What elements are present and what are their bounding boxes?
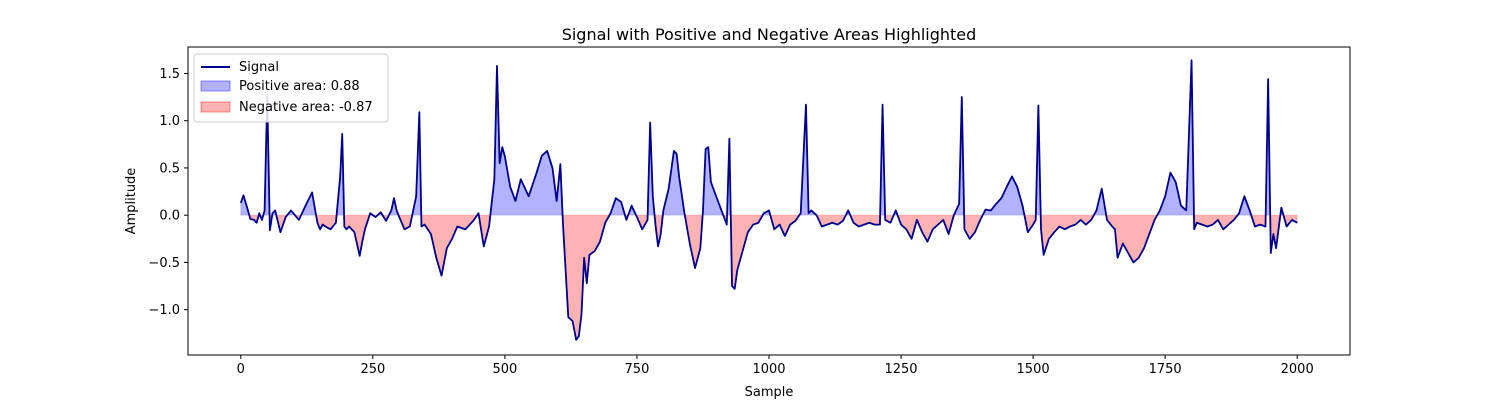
negative-area-13: [343, 214, 371, 256]
x-tick-label-2: 500: [492, 362, 517, 377]
y-tick-label-5: 1.5: [159, 67, 180, 82]
x-axis-ticks: 0 250 500 750 1000 1250 1500 1750 2000: [237, 355, 1314, 377]
x-tick-label-6: 1500: [1017, 362, 1050, 377]
negative-area-53: [1040, 214, 1095, 256]
negative-area-39: [769, 214, 801, 238]
y-tick-label-0: −1.0: [148, 303, 180, 318]
x-tick-label-8: 2000: [1281, 362, 1314, 377]
y-tick-label-4: 1.0: [159, 114, 180, 129]
y-tick-label-3: 0.5: [159, 161, 180, 176]
legend-negative-swatch: [200, 101, 231, 113]
signal-line: [239, 59, 1298, 341]
legend: Signal Positive area: 0.88 Negative area…: [193, 53, 389, 123]
x-tick-label-0: 0: [237, 362, 245, 377]
legend-positive-swatch: [200, 80, 231, 92]
legend-negative-label: Negative area: -0.87: [239, 100, 373, 115]
y-axis-label: Amplitude: [124, 168, 139, 235]
x-tick-label-5: 1250: [884, 362, 917, 377]
x-tick-label-1: 250: [360, 362, 385, 377]
x-tick-label-4: 1000: [752, 362, 785, 377]
legend-signal-label: Signal: [239, 60, 279, 75]
y-tick-label-1: −0.5: [148, 256, 180, 271]
x-tick-label-3: 750: [625, 362, 650, 377]
positive-area-32: [662, 149, 686, 216]
legend-box: [193, 53, 389, 123]
x-axis-label: Sample: [745, 385, 794, 400]
negative-area-55: [1105, 214, 1159, 264]
x-tick-label-7: 1750: [1149, 362, 1182, 377]
chart-title: Signal with Positive and Negative Areas …: [562, 25, 977, 44]
legend-positive-label: Positive area: 0.88: [239, 79, 360, 94]
y-axis-ticks: −1.0 −0.5 0.0 0.5 1.0 1.5: [148, 67, 188, 318]
y-tick-label-2: 0.0: [159, 209, 180, 224]
plot-area: [239, 59, 1298, 342]
